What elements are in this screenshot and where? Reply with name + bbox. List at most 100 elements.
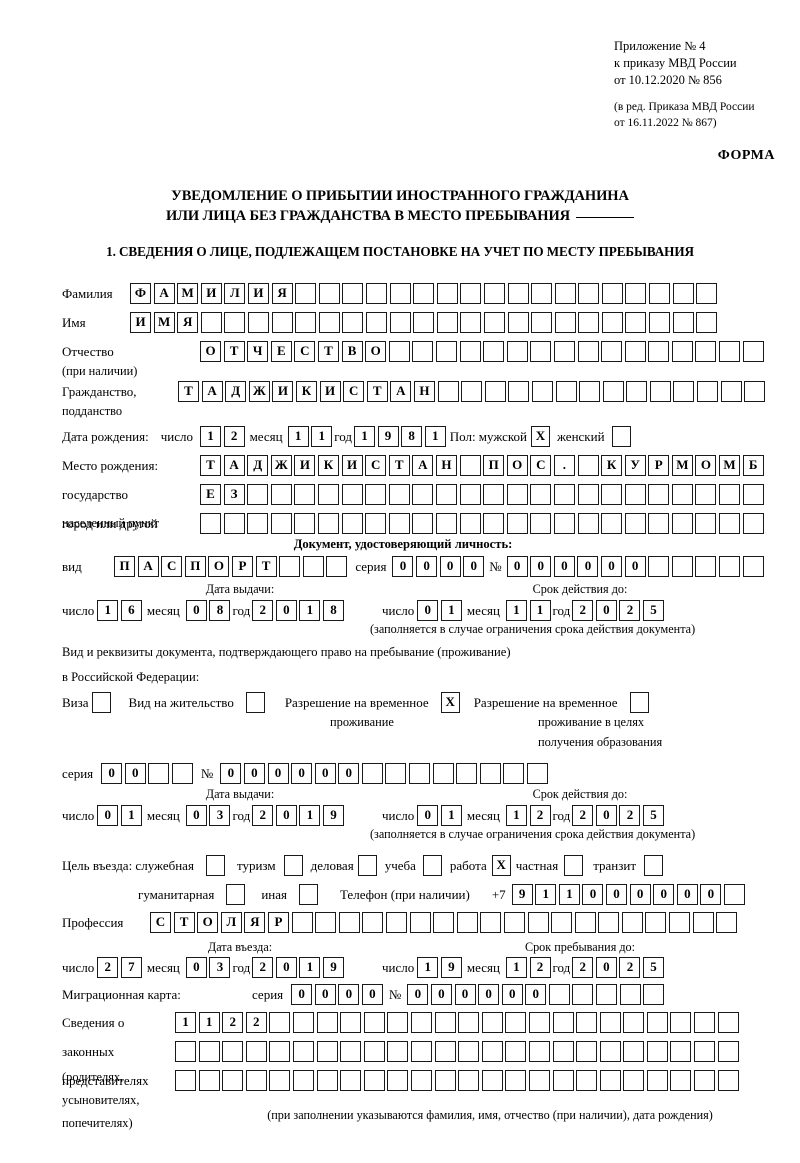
char-box[interactable]: А: [412, 455, 434, 476]
char-box[interactable]: С: [343, 381, 365, 402]
char-box[interactable]: [648, 513, 670, 534]
char-box[interactable]: 2: [529, 805, 551, 826]
checkbox-visa[interactable]: [91, 692, 111, 713]
char-box[interactable]: [596, 984, 618, 1005]
char-box[interactable]: 2: [245, 1012, 267, 1033]
char-box[interactable]: [291, 912, 313, 933]
char-box[interactable]: 5: [643, 805, 665, 826]
char-box[interactable]: [387, 1041, 409, 1062]
char-box[interactable]: [456, 763, 478, 784]
char-box[interactable]: 0: [417, 600, 439, 621]
char-box[interactable]: [552, 1012, 574, 1033]
char-box[interactable]: [460, 283, 482, 304]
char-box[interactable]: [554, 283, 576, 304]
char-box[interactable]: [576, 1041, 598, 1062]
char-box[interactable]: [649, 312, 671, 333]
char-box[interactable]: [410, 1012, 432, 1033]
char-box[interactable]: 0: [416, 556, 438, 577]
char-box[interactable]: [577, 484, 599, 505]
char-box[interactable]: 1: [311, 426, 333, 447]
char-box[interactable]: [363, 1012, 385, 1033]
char-box[interactable]: 1: [440, 805, 462, 826]
char-box[interactable]: [148, 763, 170, 784]
char-box[interactable]: [694, 1041, 716, 1062]
char-box[interactable]: [742, 556, 764, 577]
char-box[interactable]: [599, 1070, 621, 1091]
char-box[interactable]: [719, 341, 741, 362]
char-box[interactable]: 9: [323, 805, 345, 826]
char-box[interactable]: [387, 1070, 409, 1091]
char-box[interactable]: [552, 1041, 574, 1062]
char-box[interactable]: 1: [558, 884, 580, 905]
char-box[interactable]: 9: [511, 884, 533, 905]
char-box[interactable]: [625, 312, 647, 333]
char-box[interactable]: 2: [619, 957, 641, 978]
char-box[interactable]: [434, 1041, 456, 1062]
char-box[interactable]: [247, 484, 269, 505]
char-box[interactable]: [362, 912, 384, 933]
char-box[interactable]: 1: [505, 600, 527, 621]
char-box[interactable]: [340, 1041, 362, 1062]
char-box[interactable]: [483, 341, 505, 362]
char-box[interactable]: [623, 1070, 645, 1091]
char-box[interactable]: [316, 1012, 338, 1033]
char-box[interactable]: [245, 1041, 267, 1062]
char-box[interactable]: [436, 312, 458, 333]
char-box[interactable]: 1: [120, 805, 142, 826]
char-box[interactable]: [670, 1041, 692, 1062]
char-box[interactable]: [695, 556, 717, 577]
char-box[interactable]: [602, 381, 624, 402]
char-box[interactable]: [385, 763, 407, 784]
char-box[interactable]: Ф: [130, 283, 151, 304]
char-box[interactable]: [507, 312, 529, 333]
char-box[interactable]: 1: [505, 957, 527, 978]
char-box[interactable]: [458, 1070, 480, 1091]
char-box[interactable]: [646, 1041, 668, 1062]
char-box[interactable]: 1: [299, 600, 321, 621]
char-box[interactable]: [717, 1012, 739, 1033]
char-box[interactable]: М: [719, 455, 741, 476]
char-box[interactable]: 0: [582, 884, 604, 905]
char-box[interactable]: [669, 912, 691, 933]
char-box[interactable]: Я: [271, 283, 293, 304]
char-box[interactable]: [528, 1012, 550, 1033]
char-box[interactable]: А: [223, 455, 245, 476]
legal-line2-boxes[interactable]: [175, 1041, 739, 1062]
char-box[interactable]: [648, 556, 670, 577]
char-box[interactable]: М: [177, 283, 199, 304]
char-box[interactable]: [412, 513, 434, 534]
char-box[interactable]: [551, 912, 573, 933]
char-box[interactable]: [696, 312, 718, 333]
char-box[interactable]: [692, 912, 714, 933]
char-box[interactable]: Ж: [270, 455, 292, 476]
char-box[interactable]: [670, 1012, 692, 1033]
char-box[interactable]: [672, 312, 694, 333]
char-box[interactable]: 0: [338, 984, 360, 1005]
char-box[interactable]: [577, 341, 599, 362]
char-box[interactable]: 8: [323, 600, 345, 621]
char-box[interactable]: 0: [291, 984, 313, 1005]
char-box[interactable]: Т: [366, 381, 388, 402]
char-box[interactable]: [578, 283, 600, 304]
char-box[interactable]: [530, 484, 552, 505]
char-box[interactable]: Л: [220, 912, 242, 933]
char-box[interactable]: И: [319, 381, 341, 402]
checkbox-purpose-other[interactable]: [298, 884, 318, 905]
char-box[interactable]: 0: [629, 884, 651, 905]
char-box[interactable]: [481, 1070, 503, 1091]
char-box[interactable]: [694, 1070, 716, 1091]
char-box[interactable]: [340, 1012, 362, 1033]
char-box[interactable]: О: [506, 455, 528, 476]
char-box[interactable]: 2: [252, 805, 274, 826]
char-box[interactable]: [506, 513, 528, 534]
char-box[interactable]: [316, 1041, 338, 1062]
char-box[interactable]: [673, 381, 695, 402]
char-box[interactable]: [695, 341, 717, 362]
char-box[interactable]: [671, 556, 693, 577]
char-box[interactable]: Д: [247, 455, 269, 476]
char-box[interactable]: [503, 763, 525, 784]
